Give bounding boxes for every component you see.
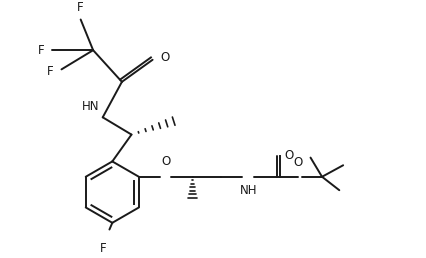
Text: F: F	[47, 65, 54, 78]
Text: HN: HN	[81, 100, 99, 114]
Text: O: O	[285, 149, 294, 162]
Text: F: F	[101, 242, 107, 255]
Text: O: O	[160, 51, 170, 64]
Text: O: O	[161, 155, 170, 168]
Text: O: O	[294, 156, 303, 169]
Text: NH: NH	[239, 184, 257, 197]
Text: F: F	[78, 1, 84, 14]
Text: F: F	[37, 44, 44, 57]
